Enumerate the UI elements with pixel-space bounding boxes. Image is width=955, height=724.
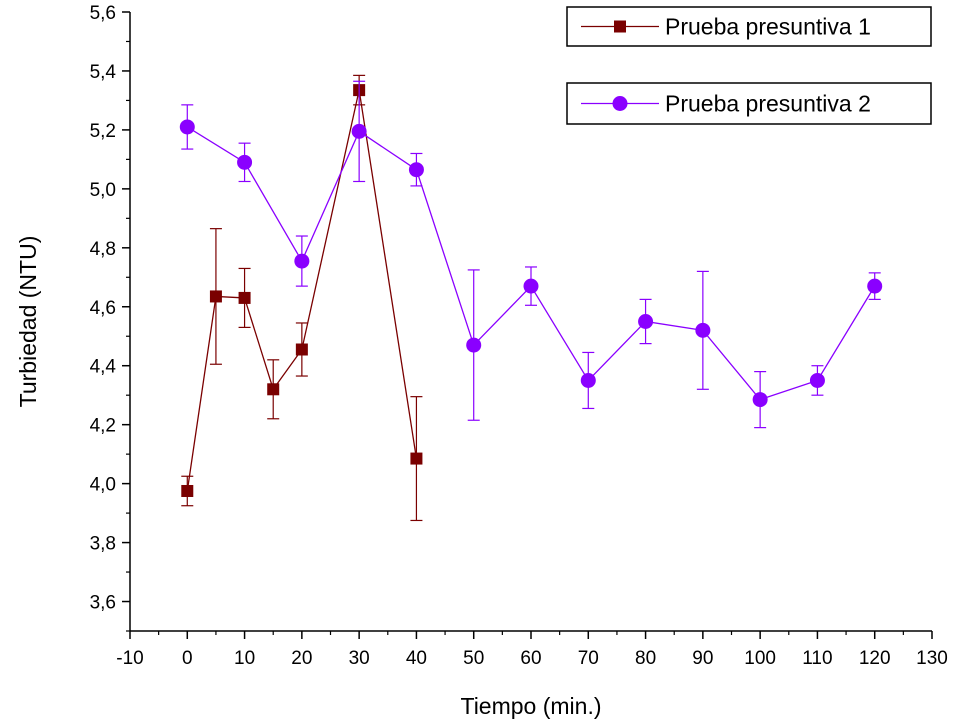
legend-marker <box>612 96 628 111</box>
x-tick-label: 120 <box>859 648 891 669</box>
series-1-point <box>267 383 280 396</box>
axes: -10 0 10 20 30 40 50 60 70 80 90 100 110 120 130 3,63,… <box>90 3 948 669</box>
series-2 <box>179 80 883 429</box>
legend-item-1: Prueba presuntiva 1 <box>566 6 932 47</box>
series-1-point <box>410 452 423 465</box>
y-tick-label: 5,0 <box>90 180 116 201</box>
x-tick-label: 10 <box>234 648 255 669</box>
series-2-line <box>186 126 876 401</box>
y-ticks: 3,6 3,8 4,0 4,2 4,4 4,6 4,8 5,0 5,2 5,4 5,6 <box>90 3 130 632</box>
y-tick-label: 4,4 <box>90 357 117 378</box>
series-2-point <box>294 253 310 269</box>
legend-item-2: Prueba presuntiva 2 <box>566 82 932 125</box>
series-2-point <box>580 372 596 388</box>
legend-label: Prueba presuntiva 1 <box>665 14 871 40</box>
x-tick-label: 80 <box>635 648 656 669</box>
y-tick-label: 4,8 <box>90 239 116 260</box>
x-tick-label: 70 <box>578 648 599 669</box>
legend: Prueba presuntiva 1 Prueba presuntiva 2 <box>566 6 932 125</box>
x-tick-label: 30 <box>349 648 370 669</box>
y-tick-label: 3,8 <box>90 534 116 555</box>
y-tick-label: 5,4 <box>90 62 117 83</box>
x-ticks: -10 0 10 20 30 40 50 60 70 80 90 100 110 120 130 <box>116 631 948 669</box>
series-2-point <box>638 314 654 329</box>
series-2-point <box>695 322 711 338</box>
series-2-point <box>752 392 768 408</box>
x-tick-label: 20 <box>291 648 312 669</box>
series-2-point <box>237 154 253 170</box>
y-tick-label: 5,6 <box>90 3 116 24</box>
legend-label: Prueba presuntiva 2 <box>665 91 871 117</box>
x-tick-label: 60 <box>520 648 541 669</box>
y-tick-label: 4,6 <box>90 298 116 319</box>
x-tick-label: 0 <box>182 648 193 669</box>
x-tick-label: 130 <box>916 648 948 669</box>
series-2-point <box>351 123 367 139</box>
series-1 <box>181 74 423 522</box>
series-2-point <box>466 337 482 353</box>
y-tick-label: 5,2 <box>90 121 116 142</box>
x-tick-label: 50 <box>463 648 484 669</box>
x-tick-label: 40 <box>406 648 427 669</box>
series-1-point <box>181 484 194 497</box>
x-axis-title: Tiempo (min.) <box>461 693 602 719</box>
y-axis-title: Turbiedad (NTU) <box>15 236 41 408</box>
x-tick-label: 100 <box>744 648 776 669</box>
series-2-point <box>523 278 539 294</box>
series-1-point <box>209 290 222 303</box>
x-tick-label: 90 <box>692 648 713 669</box>
series-2-point <box>809 372 825 388</box>
series-2-point <box>179 119 195 135</box>
series-1-point <box>295 343 308 356</box>
y-tick-label: 4,0 <box>90 475 116 496</box>
series-1-point <box>238 291 251 304</box>
y-tick-label: 3,6 <box>90 593 116 614</box>
x-tick-label: -10 <box>116 648 143 669</box>
y-tick-label: 4,2 <box>90 416 116 437</box>
series-layer <box>179 74 883 522</box>
series-2-point <box>408 162 424 178</box>
legend-marker <box>614 20 626 33</box>
series-2-point <box>867 278 883 294</box>
x-tick-label: 110 <box>802 648 832 669</box>
